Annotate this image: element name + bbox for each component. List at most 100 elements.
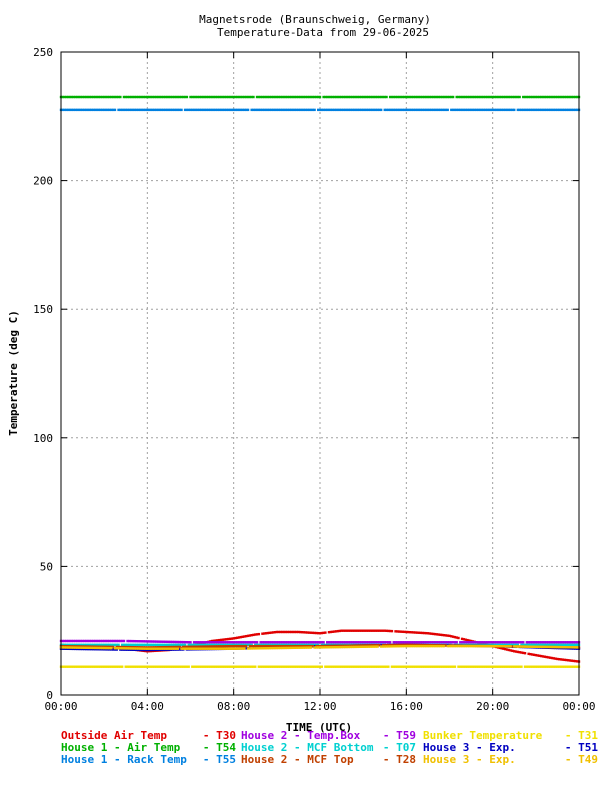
data-point bbox=[147, 646, 151, 649]
data-point bbox=[120, 665, 124, 668]
data-point bbox=[369, 108, 372, 112]
data-point bbox=[151, 643, 154, 647]
data-point bbox=[410, 631, 413, 634]
data-point bbox=[214, 108, 217, 112]
data-point bbox=[360, 645, 363, 649]
data-point bbox=[160, 646, 163, 649]
data-point bbox=[430, 644, 433, 648]
data-point bbox=[308, 644, 311, 648]
data-point bbox=[574, 95, 577, 99]
data-point bbox=[415, 631, 419, 634]
data-point bbox=[261, 95, 264, 99]
data-point bbox=[439, 108, 442, 112]
data-point bbox=[135, 95, 138, 99]
data-point bbox=[228, 644, 232, 648]
data-point bbox=[295, 643, 298, 647]
data-point bbox=[167, 643, 171, 647]
data-point bbox=[207, 95, 210, 99]
data-point bbox=[248, 643, 252, 647]
data-point bbox=[385, 95, 388, 99]
data-point bbox=[336, 95, 340, 99]
data-point bbox=[151, 648, 154, 652]
data-point bbox=[246, 647, 250, 650]
data-point bbox=[471, 644, 475, 648]
data-point bbox=[394, 641, 397, 644]
data-point bbox=[286, 95, 289, 99]
data-point bbox=[203, 645, 207, 648]
data-point bbox=[122, 643, 126, 647]
data-point bbox=[209, 647, 212, 650]
data-point bbox=[151, 95, 154, 99]
data-point bbox=[313, 641, 316, 644]
data-point bbox=[394, 645, 397, 648]
data-point bbox=[63, 665, 66, 668]
data-point bbox=[541, 665, 545, 668]
data-point bbox=[140, 108, 144, 112]
data-point bbox=[286, 665, 289, 668]
data-point bbox=[243, 644, 246, 648]
data-point bbox=[435, 641, 439, 644]
data-point bbox=[442, 641, 446, 644]
data-point bbox=[568, 108, 572, 112]
data-point bbox=[81, 647, 84, 651]
data-point bbox=[433, 108, 437, 112]
data-point bbox=[146, 647, 149, 650]
legend-entry-code: - T55 bbox=[203, 753, 236, 766]
data-point bbox=[567, 108, 570, 112]
data-point bbox=[552, 645, 556, 649]
data-point bbox=[388, 645, 392, 648]
data-point bbox=[246, 95, 250, 99]
data-point bbox=[194, 108, 198, 112]
data-point bbox=[563, 641, 566, 644]
data-point bbox=[502, 647, 505, 650]
data-point bbox=[106, 639, 109, 643]
data-point bbox=[406, 641, 410, 644]
data-point bbox=[525, 665, 529, 668]
data-point bbox=[471, 665, 475, 668]
data-point bbox=[572, 643, 575, 647]
data-point bbox=[232, 643, 235, 647]
data-point bbox=[304, 644, 307, 648]
data-point bbox=[325, 665, 329, 668]
data-point bbox=[126, 645, 129, 649]
data-point bbox=[102, 639, 106, 643]
data-point bbox=[540, 645, 543, 649]
data-point bbox=[273, 641, 277, 644]
data-point bbox=[135, 665, 138, 668]
data-point bbox=[137, 108, 140, 112]
data-point bbox=[124, 643, 127, 647]
data-point bbox=[84, 647, 88, 651]
data-point bbox=[495, 644, 498, 648]
data-point bbox=[576, 95, 579, 99]
data-point bbox=[446, 665, 449, 668]
data-point bbox=[540, 95, 543, 99]
data-point bbox=[322, 95, 325, 99]
data-point bbox=[556, 641, 559, 644]
data-point bbox=[113, 95, 117, 99]
data-point bbox=[230, 95, 234, 99]
data-point bbox=[550, 665, 554, 668]
data-point bbox=[272, 631, 275, 634]
data-point bbox=[378, 665, 381, 668]
data-point bbox=[450, 665, 453, 668]
data-point bbox=[245, 641, 248, 644]
data-point bbox=[561, 645, 565, 649]
data-point bbox=[572, 665, 575, 668]
data-point bbox=[565, 95, 568, 99]
data-point bbox=[363, 108, 367, 112]
x-tick-label: 20:00 bbox=[476, 700, 509, 713]
data-point bbox=[554, 643, 557, 647]
data-point bbox=[414, 631, 417, 634]
data-point bbox=[308, 108, 311, 112]
data-point bbox=[254, 665, 257, 668]
data-point bbox=[437, 641, 440, 644]
data-point bbox=[252, 647, 255, 650]
data-point bbox=[342, 645, 345, 649]
data-point bbox=[378, 644, 381, 647]
data-point bbox=[370, 644, 374, 647]
data-point bbox=[570, 646, 574, 649]
data-point bbox=[376, 644, 379, 647]
data-point bbox=[358, 108, 361, 112]
data-point bbox=[135, 647, 138, 650]
data-point bbox=[318, 641, 322, 644]
